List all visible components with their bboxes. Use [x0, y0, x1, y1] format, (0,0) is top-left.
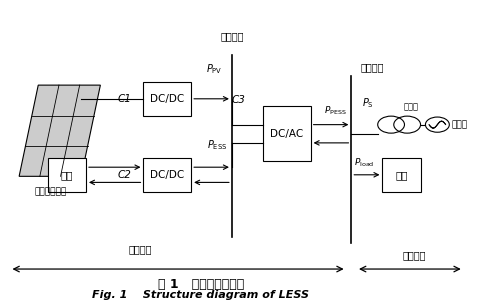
Text: 光伏电池阵列: 光伏电池阵列: [34, 187, 66, 196]
Text: 配电系统: 配电系统: [403, 250, 426, 260]
Bar: [263, 106, 311, 161]
Bar: [143, 158, 191, 192]
Text: DC/DC: DC/DC: [150, 94, 185, 104]
Text: 储能: 储能: [61, 170, 73, 180]
Bar: [143, 82, 191, 116]
Text: $P_{\rm load}$: $P_{\rm load}$: [354, 156, 374, 169]
Text: C2: C2: [117, 170, 131, 180]
Text: 光储系统: 光储系统: [128, 244, 152, 254]
Text: 图 1   光储系统结构图: 图 1 光储系统结构图: [158, 278, 244, 291]
Text: C1: C1: [117, 94, 131, 104]
Text: 交流线路: 交流线路: [361, 62, 384, 72]
Text: $P_{\rm PV}$: $P_{\rm PV}$: [206, 62, 222, 76]
Text: 直流母线: 直流母线: [220, 32, 244, 41]
Text: 负荷: 负荷: [395, 170, 408, 180]
Text: C3: C3: [232, 95, 246, 105]
Bar: [382, 158, 421, 192]
Text: 大电网: 大电网: [452, 120, 468, 129]
Text: Fig. 1    Structure diagram of LESS: Fig. 1 Structure diagram of LESS: [92, 290, 309, 300]
Text: 变电站: 变电站: [404, 102, 419, 112]
Text: $P_{\rm PESS}$: $P_{\rm PESS}$: [324, 105, 347, 117]
Text: $P_{\rm S}$: $P_{\rm S}$: [362, 96, 374, 110]
Polygon shape: [19, 85, 100, 176]
Text: DC/AC: DC/AC: [270, 129, 304, 139]
Text: $P_{\rm ESS}$: $P_{\rm ESS}$: [206, 138, 227, 152]
Text: DC/DC: DC/DC: [150, 170, 185, 180]
Bar: [48, 158, 86, 192]
